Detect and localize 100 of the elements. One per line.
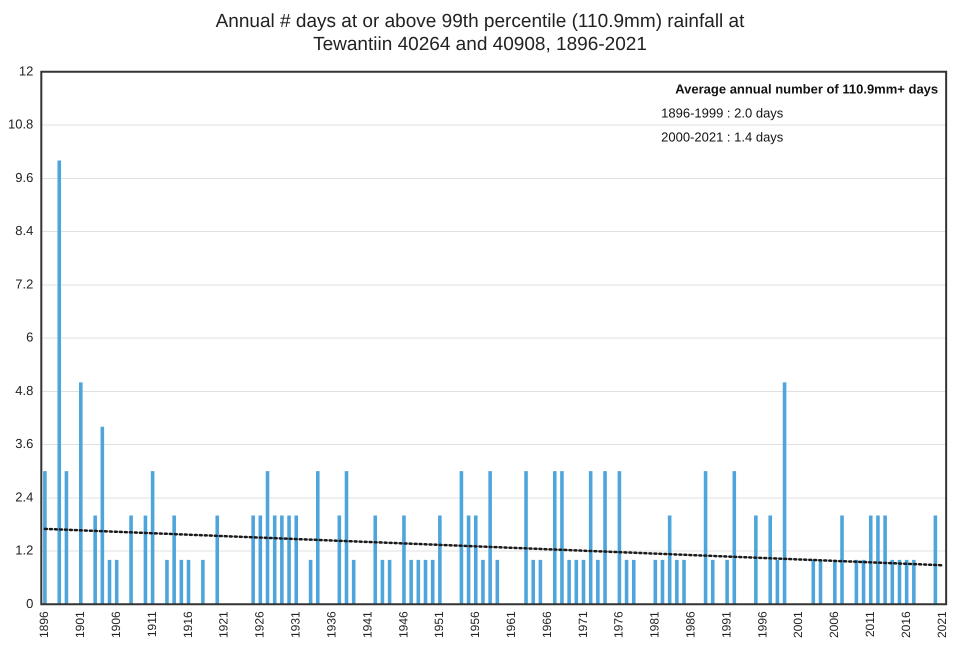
bar [129, 516, 133, 604]
bar [675, 560, 679, 604]
bar [344, 471, 348, 604]
x-tick-label: 1981 [648, 610, 662, 638]
x-tick-label: 2016 [898, 610, 913, 638]
bar [531, 560, 536, 604]
bar [862, 560, 866, 604]
bar [93, 516, 97, 604]
bar [430, 560, 434, 604]
bar [912, 560, 916, 604]
y-tick-label: 12 [18, 63, 34, 78]
bar [603, 471, 607, 604]
x-tick-label: 1956 [468, 610, 482, 638]
bar [287, 516, 291, 604]
bar [582, 560, 586, 604]
y-tick-label: 10.8 [8, 116, 34, 132]
bar [186, 560, 190, 604]
bar [854, 560, 858, 604]
x-tick-label: 1906 [109, 610, 124, 638]
bar [890, 560, 894, 604]
x-tick-label: 1921 [216, 610, 231, 638]
x-tick-label: 1926 [252, 610, 267, 638]
bar [258, 516, 262, 604]
bar [818, 560, 822, 604]
x-tick-label: 1901 [73, 610, 88, 638]
annotation: Average annual number of 110.9mm+ days [675, 81, 938, 96]
bar [294, 516, 298, 604]
x-tick-label: 1941 [360, 610, 374, 638]
bar [596, 560, 600, 604]
x-tick-label: 1961 [504, 610, 518, 638]
bar [352, 560, 356, 604]
bar [488, 471, 492, 604]
bar [165, 560, 169, 604]
y-tick-label: 0 [26, 596, 34, 611]
bar [251, 516, 255, 604]
bar [380, 560, 384, 604]
bar [57, 160, 62, 604]
bar [150, 471, 154, 604]
bar [660, 560, 664, 604]
bar [840, 516, 844, 604]
bar [114, 560, 118, 604]
y-tick-label: 3.6 [15, 436, 34, 452]
x-tick-label: 1996 [755, 610, 770, 638]
bar [812, 560, 816, 604]
bar [710, 560, 715, 604]
bar [754, 516, 758, 604]
x-tick-label: 1991 [719, 610, 734, 638]
bar [632, 560, 636, 604]
bar [416, 560, 420, 604]
x-tick-label: 1931 [288, 610, 303, 638]
bar [424, 560, 428, 604]
bar [898, 560, 902, 604]
x-tick-label: 1916 [180, 610, 195, 638]
x-tick-label: 2006 [827, 610, 842, 638]
y-tick-label: 1.2 [15, 542, 34, 558]
bar [732, 471, 736, 604]
bar [668, 516, 672, 604]
x-tick-label: 1966 [540, 610, 554, 638]
x-tick-label: 1911 [144, 610, 159, 638]
bar [172, 516, 176, 604]
x-tick-label: 2001 [791, 610, 806, 638]
bar [466, 516, 470, 604]
bar [588, 471, 592, 604]
annotation: 2000-2021 : 1.4 days [661, 129, 784, 144]
bar [316, 471, 320, 604]
bar [481, 560, 485, 604]
bar [438, 516, 442, 604]
bar [725, 560, 729, 604]
y-tick-label: 6 [26, 330, 34, 345]
y-tick-label: 2.4 [15, 489, 34, 504]
x-tick-label: 1976 [612, 610, 626, 638]
bar [654, 560, 658, 604]
bar [79, 382, 83, 604]
x-tick-label: 1986 [684, 610, 698, 638]
x-tick-label: 1951 [432, 610, 446, 638]
bar [574, 560, 578, 604]
bar [215, 516, 220, 604]
y-tick-label: 4.8 [15, 382, 34, 398]
bar [144, 516, 148, 604]
bar [567, 560, 571, 604]
bar [402, 516, 406, 604]
bar [180, 560, 184, 604]
bar [876, 516, 880, 604]
bar [904, 560, 908, 604]
annotation: 1896-1999 : 2.0 days [661, 105, 784, 120]
bar [883, 516, 887, 604]
bar [373, 516, 378, 604]
bar [560, 471, 564, 604]
bar [682, 560, 686, 604]
bar [272, 516, 276, 604]
y-tick-label: 8.4 [15, 223, 34, 238]
bar [552, 471, 557, 604]
bar [43, 471, 47, 604]
y-tick-label: 9.6 [15, 170, 34, 185]
bar [782, 382, 786, 604]
x-tick-label: 1946 [396, 610, 410, 638]
y-tick-label: 7.2 [15, 276, 34, 292]
bar [388, 560, 392, 604]
x-tick-label: 2011 [863, 610, 878, 638]
bar [108, 560, 112, 604]
